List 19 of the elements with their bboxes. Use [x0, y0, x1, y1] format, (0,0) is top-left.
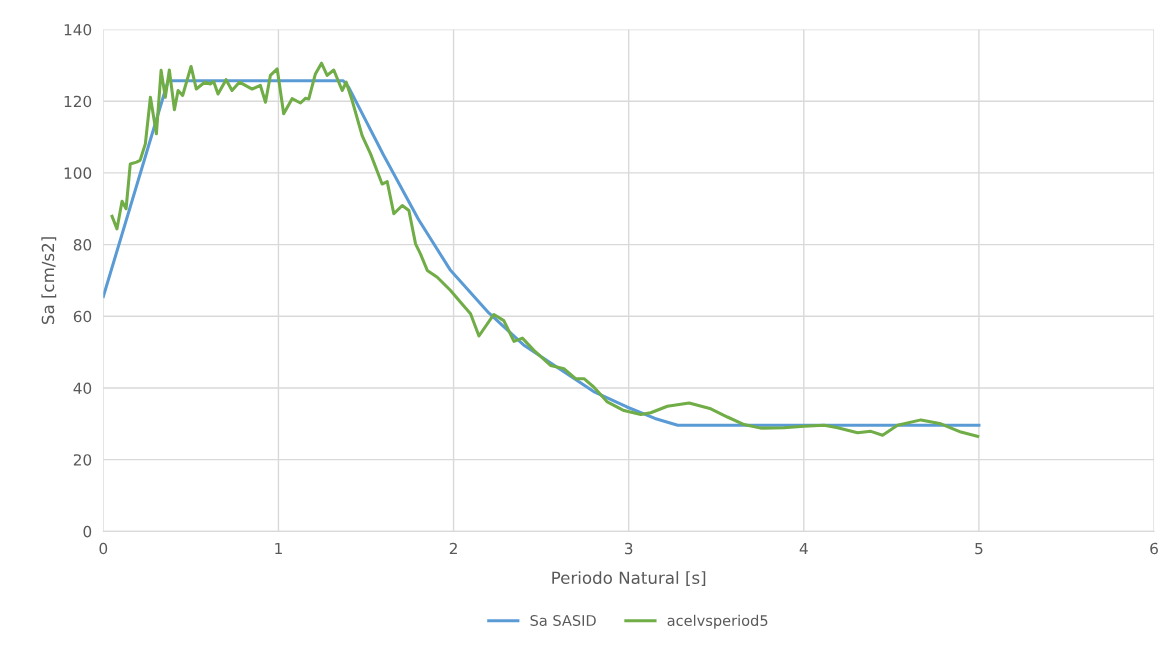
x-tick-label: 0 — [99, 542, 108, 555]
legend-label: acelvsperiod5 — [667, 614, 768, 629]
x-tick-label: 2 — [449, 542, 457, 555]
y-tick-label: 100 — [64, 167, 92, 179]
x-axis-title: Periodo Natural [s] — [552, 571, 706, 587]
y-tick-label: 140 — [64, 23, 92, 36]
y-tick-label: 0 — [83, 525, 92, 538]
x-tick-label: 3 — [624, 542, 633, 555]
x-tick-label: 1 — [275, 542, 282, 555]
y-tick-label: 80 — [73, 239, 92, 251]
x-tick-label: 4 — [799, 542, 808, 555]
y-axis-title: Sa [cm/s2] — [41, 237, 57, 325]
x-tick-label: 6 — [1150, 542, 1158, 555]
x-tick-label: 5 — [975, 542, 983, 555]
legend-label: Sa SASID — [530, 615, 596, 627]
y-tick-label: 40 — [73, 382, 92, 394]
y-tick-label: 20 — [73, 454, 92, 466]
y-tick-label: 120 — [64, 95, 92, 108]
y-tick-label: 60 — [73, 310, 92, 323]
